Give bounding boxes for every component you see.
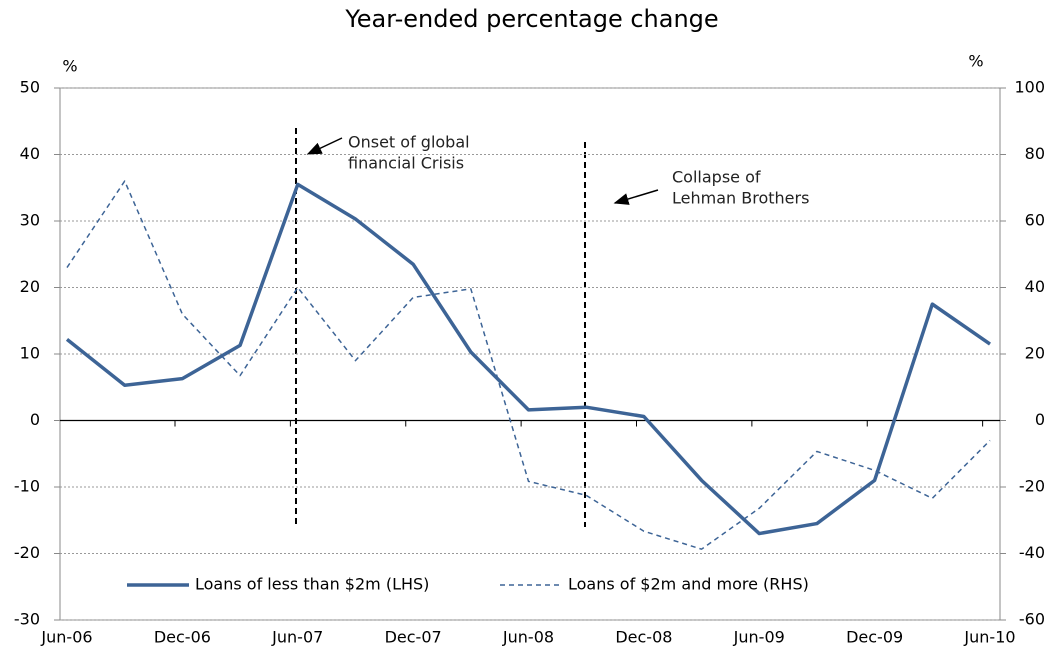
x-tick-label: Jun-06 — [40, 628, 92, 647]
chart-title: Year-ended percentage change — [344, 5, 718, 33]
x-tick-label: Jun-10 — [963, 628, 1015, 647]
x-tick-label: Dec-07 — [385, 628, 442, 647]
y2-tick-label: -60 — [1019, 610, 1045, 629]
x-tick-label: Dec-08 — [615, 628, 672, 647]
y-tick-label: 10 — [20, 344, 40, 363]
y-tick-label: 30 — [20, 211, 40, 230]
y2-tick-label: 40 — [1025, 277, 1045, 296]
y2-unit: % — [968, 52, 983, 71]
annotation: Onset of global — [348, 133, 470, 152]
y2-tick-label: 60 — [1025, 211, 1045, 230]
x-tick-label: Jun-08 — [502, 628, 554, 647]
annotation: financial Crisis — [348, 154, 464, 173]
x-tick-label: Dec-06 — [154, 628, 211, 647]
y2-tick-label: 100 — [1014, 78, 1045, 97]
y-unit: % — [62, 57, 77, 76]
y-tick-label: 0 — [30, 410, 40, 429]
annotation-arrow — [613, 189, 659, 205]
x-tick-label: Jun-07 — [271, 628, 323, 647]
x-tick-label: Dec-09 — [846, 628, 903, 647]
annotation: Collapse of — [672, 168, 761, 187]
series-line — [66, 180, 991, 550]
y-tick-label: -10 — [14, 477, 40, 496]
annotation-arrow — [306, 137, 343, 155]
x-tick-label: Jun-09 — [733, 628, 785, 647]
y2-tick-label: -40 — [1019, 543, 1045, 562]
annotation: Lehman Brothers — [672, 189, 809, 208]
y2-tick-label: 20 — [1025, 344, 1045, 363]
y2-tick-label: 0 — [1035, 410, 1045, 429]
legend-label: Loans of less than $2m (LHS) — [195, 575, 429, 594]
legend-label: Loans of $2m and more (RHS) — [568, 575, 809, 594]
y2-tick-label: -20 — [1019, 477, 1045, 496]
y-tick-label: -30 — [14, 610, 40, 629]
y-tick-label: 20 — [20, 277, 40, 296]
y2-tick-label: 80 — [1025, 144, 1045, 163]
series-line — [65, 182, 991, 536]
y-tick-label: 40 — [20, 144, 40, 163]
y-tick-label: 50 — [20, 78, 40, 97]
y-tick-label: -20 — [14, 543, 40, 562]
